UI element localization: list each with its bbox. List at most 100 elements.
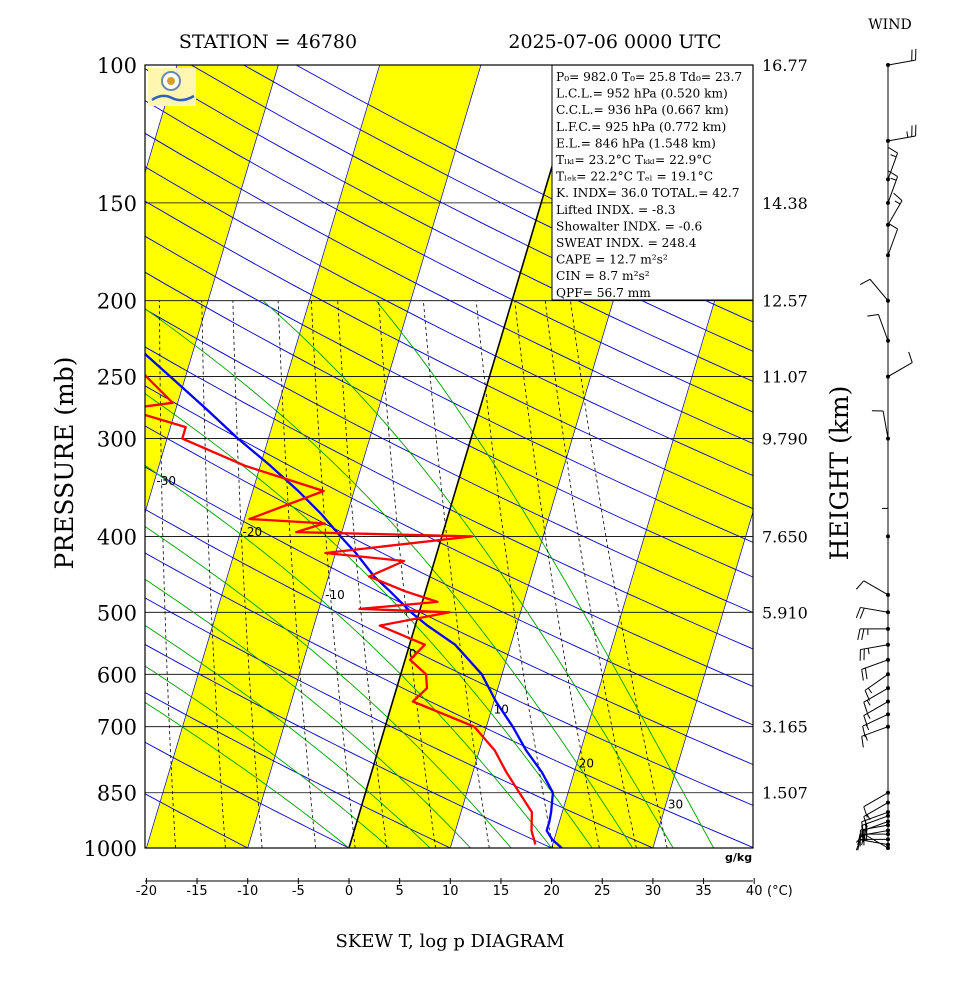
- dry-adiabat: [145, 466, 753, 766]
- y-axis-label-right: HEIGHT (km): [825, 386, 854, 561]
- wind-barb: [860, 606, 889, 613]
- wind-barb: [887, 135, 916, 142]
- mixing-ratio-label: 2: [263, 851, 270, 864]
- mixing-ratio-label: 15: [550, 851, 564, 864]
- wind-barb: [882, 410, 889, 439]
- wind-barb-half-feather: [864, 734, 868, 741]
- mixing-ratio-line: [544, 300, 637, 848]
- wind-barb: [861, 659, 889, 670]
- plot-frame: [144, 64, 754, 849]
- index-line: Lifted INDX. = -8.3: [556, 203, 676, 217]
- dry-adiabat: [145, 691, 452, 848]
- height-label: 11.07: [762, 368, 808, 387]
- pressure-tick-label: 400: [97, 525, 137, 549]
- isotherm-label: -10: [325, 588, 345, 602]
- wind-barb: [863, 580, 889, 596]
- dry-adiabat: [145, 308, 753, 614]
- mixing-ratio-line: [570, 300, 668, 848]
- wind-barb-feather: [855, 607, 861, 619]
- wind-barb-feather: [861, 736, 864, 748]
- wind-barb-feather: [863, 816, 868, 828]
- moist-adiabat: [375, 300, 715, 848]
- mixing-ratio-labels: 0.7 1 1.5 2 3 4 5 7 10 15 20 25 30: [129, 851, 679, 864]
- pressure-tick-label: 100: [97, 54, 137, 78]
- wind-barb-feather: [861, 821, 864, 833]
- dry-adiabat: [145, 793, 249, 848]
- pressure-tick-label: 850: [97, 782, 137, 806]
- mixing-ratio-label: 3: [316, 851, 323, 864]
- mixing-ratio-label: 30: [664, 851, 678, 864]
- isotherm-label: -50: [0, 349, 11, 363]
- mixing-ratio-line: [201, 300, 226, 848]
- logo: [148, 68, 196, 106]
- wind-barb-feather: [859, 278, 871, 286]
- dry-adiabat: [145, 100, 753, 413]
- isotherm-line: [247, 65, 482, 848]
- moist-adiabat: [145, 578, 471, 848]
- wind-profile: [855, 48, 917, 851]
- mixing-ratio-label: 1: [176, 851, 183, 864]
- index-line: CIN = 8.7 m²s²: [556, 269, 650, 283]
- mixing-ratio-line: [423, 300, 490, 848]
- height-label: 3.165: [762, 718, 808, 737]
- isotherm-band: [146, 65, 481, 848]
- x-tick-label: -15: [186, 884, 207, 899]
- wind-barb: [860, 824, 889, 831]
- wind-barb: [860, 644, 889, 651]
- wind-barb-half-feather: [867, 687, 873, 694]
- x-axis-unit: (°C): [767, 884, 793, 899]
- sounding-line: [145, 373, 537, 845]
- x-tick-label: 20: [543, 884, 560, 899]
- wind-barb-feather: [861, 669, 864, 681]
- height-label: 9.790: [762, 430, 808, 449]
- height-label: 7.650: [762, 527, 808, 546]
- pressure-tick-label: 250: [97, 366, 137, 390]
- wind-barb: [863, 792, 889, 808]
- height-label: 12.57: [762, 292, 808, 311]
- x-tick-label: 10: [442, 884, 459, 899]
- height-label: 1.507: [762, 784, 808, 803]
- wind-barb: [860, 830, 889, 836]
- index-line: L.C.L.= 952 hPa (0.520 km): [556, 87, 728, 101]
- dry-adiabat: [145, 235, 753, 543]
- mixing-ratio-unit: g/kg: [725, 851, 752, 864]
- dry-adiabat: [145, 200, 753, 510]
- dry-adiabat: [145, 425, 753, 726]
- wind-barb: [864, 673, 889, 691]
- moist-adiabat: [145, 308, 633, 848]
- wind-barb-feather: [864, 824, 868, 836]
- wind-barb: [863, 802, 889, 818]
- wind-barb-feather: [887, 146, 898, 154]
- wind-barb-feather: [867, 313, 879, 317]
- isotherm-line: [146, 65, 380, 848]
- dry-adiabat: [145, 552, 753, 848]
- mixing-ratio-label: 20: [596, 851, 610, 864]
- dry-adiabat: [145, 508, 753, 806]
- wind-barb: [887, 176, 899, 204]
- x-tick-label: -5: [292, 884, 305, 899]
- wind-barb-half-feather: [890, 177, 897, 181]
- wind-barb-feather: [861, 830, 864, 843]
- moist-adiabat: [145, 393, 593, 848]
- wind-barb-feather: [861, 825, 864, 837]
- indices-panel: P₀= 982.0 T₀= 25.8 Td₀= 23.7 L.C.L.= 952 …: [551, 64, 754, 301]
- mixing-ratio-line: [475, 300, 554, 848]
- moist-adiabat: [145, 525, 512, 848]
- mixing-ratio-label: 7: [436, 851, 443, 864]
- wind-barb-feather: [857, 834, 861, 846]
- wind-barb: [863, 687, 889, 703]
- pressure-tick-label: 700: [97, 716, 137, 740]
- pressure-tick-label: 1000: [84, 837, 137, 861]
- sounding-line: [145, 352, 563, 848]
- dry-adiabat: [145, 741, 351, 848]
- datetime-title: 2025-07-06 0000 UTC: [508, 31, 721, 53]
- wind-barb: [877, 314, 889, 341]
- x-tick-label: 15: [493, 884, 510, 899]
- mixing-ratio-label: 25: [633, 851, 647, 864]
- zero-isotherm: [348, 65, 584, 848]
- index-line: SWEAT INDX. = 248.4: [556, 236, 697, 250]
- isotherm-line: [652, 510, 753, 848]
- index-line: K. INDX= 36.0 TOTAL.= 42.7: [556, 186, 739, 200]
- wind-barb-feather: [863, 715, 868, 727]
- wind-barb: [863, 701, 889, 716]
